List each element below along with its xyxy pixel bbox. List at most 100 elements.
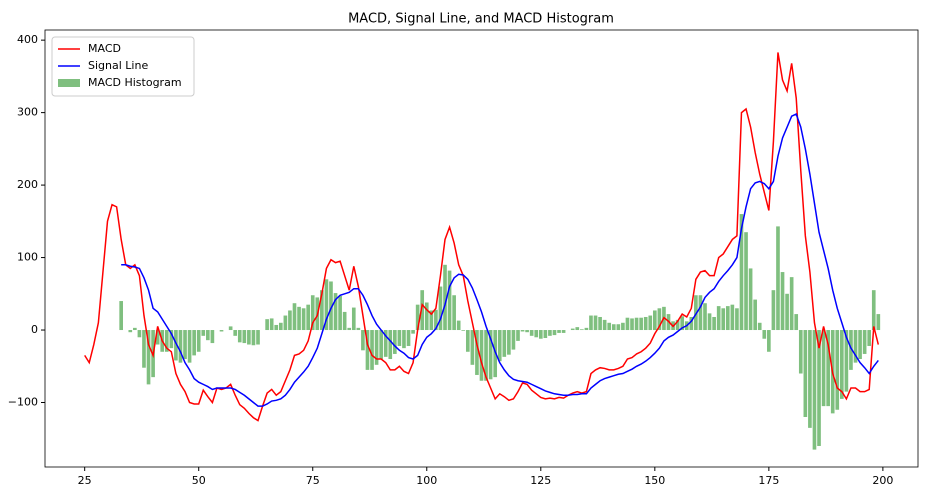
histogram-bar	[228, 326, 233, 331]
histogram-bar	[748, 268, 753, 331]
histogram-bar	[269, 318, 274, 331]
histogram-bar	[201, 330, 206, 336]
histogram-bar	[174, 330, 178, 361]
histogram-bar	[844, 330, 849, 392]
histogram-bar	[178, 330, 183, 363]
histogram-bar	[443, 264, 447, 331]
x-tick-label: 25	[78, 474, 92, 487]
histogram-bar	[434, 309, 438, 331]
line	[121, 113, 879, 407]
histogram-bar	[196, 330, 201, 352]
histogram-bar	[333, 293, 338, 331]
histogram-bar	[233, 330, 238, 336]
histogram-bar	[607, 322, 612, 331]
histogram-bar	[767, 330, 771, 352]
histogram-bar	[155, 330, 160, 345]
histogram-bar	[383, 330, 388, 357]
histogram-bar	[370, 330, 374, 370]
histogram-bar	[570, 328, 575, 331]
histogram-bar	[192, 330, 196, 356]
histogram-bar	[210, 330, 215, 344]
x-tick-label: 75	[306, 474, 320, 487]
histogram-bar	[283, 315, 288, 331]
chart-title: MACD, Signal Line, and MACD Histogram	[348, 12, 614, 27]
histogram-bar	[415, 304, 420, 331]
histogram-bar	[461, 330, 466, 331]
histogram-bar	[798, 330, 803, 374]
histogram-bar	[420, 290, 425, 331]
histogram-bar	[762, 330, 767, 339]
histogram-bar	[776, 226, 780, 331]
histogram-bar	[251, 330, 256, 346]
histogram-bar	[133, 327, 137, 331]
histogram-bar	[639, 317, 643, 331]
histogram-bar	[589, 315, 593, 331]
histogram-bar	[652, 310, 657, 331]
y-tick-label: 200	[17, 178, 38, 191]
histogram-bar	[561, 330, 566, 333]
histogram-bar	[320, 290, 324, 331]
histogram-bar	[429, 310, 434, 331]
histogram-bar	[712, 316, 716, 331]
histogram-bar	[456, 320, 461, 331]
histogram-bar	[689, 316, 694, 331]
histogram-bar	[694, 295, 698, 331]
histogram-bar	[393, 330, 397, 354]
histogram-bar	[853, 330, 858, 363]
histogram-bar	[548, 330, 552, 336]
histogram-bar	[584, 327, 589, 331]
histogram-bar	[242, 330, 247, 344]
histogram-bar	[470, 330, 475, 365]
y-tick-label: 0	[31, 323, 38, 336]
histogram-bar	[840, 330, 844, 399]
histogram-bar	[297, 306, 301, 331]
histogram-bar	[484, 330, 488, 381]
histogram-bar	[707, 313, 712, 331]
histogram-bar	[516, 330, 520, 341]
histogram-bar	[388, 330, 393, 360]
histogram-bar	[206, 330, 210, 341]
histogram-bar	[183, 330, 187, 360]
histogram-bar	[675, 319, 680, 331]
histogram-bar	[507, 330, 511, 355]
histogram-bar	[808, 330, 812, 428]
histogram-bar	[862, 330, 867, 354]
legend-label: MACD	[88, 42, 121, 55]
histogram-bar	[520, 330, 525, 332]
histogram-bar	[424, 302, 429, 331]
histogram-bar	[288, 310, 292, 331]
histogram-bar	[703, 303, 707, 331]
histogram-bar	[338, 295, 342, 331]
histogram-bar	[858, 330, 862, 360]
histogram-bar	[538, 330, 543, 339]
x-tick-label: 200	[872, 474, 893, 487]
histogram-bar	[347, 327, 352, 331]
histogram-bar	[730, 304, 735, 331]
legend-label: MACD Histogram	[88, 76, 182, 89]
histogram-bar	[511, 330, 516, 350]
histogram-bar	[648, 315, 653, 331]
histogram-bar	[821, 330, 826, 407]
histogram-bar	[534, 330, 539, 338]
histogram-bar	[657, 308, 662, 331]
histogram-bar	[402, 330, 406, 349]
histogram-bar	[593, 315, 598, 331]
histogram-bar	[739, 214, 744, 331]
histogram-bar	[164, 330, 169, 352]
histogram-bar	[552, 330, 557, 336]
histogram-bar	[497, 330, 502, 362]
histogram-bar	[803, 330, 808, 417]
x-tick-label: 125	[530, 474, 551, 487]
y-tick-label: 100	[17, 251, 38, 264]
histogram-bar	[643, 316, 648, 331]
histogram-bar	[447, 270, 452, 331]
histogram-bar	[365, 330, 370, 370]
histogram-bar	[306, 304, 311, 331]
histogram-bar	[721, 308, 726, 331]
histogram-bar	[265, 319, 269, 331]
histogram-bar	[575, 327, 580, 331]
histogram-bar	[698, 295, 703, 331]
histogram-bar	[876, 314, 881, 331]
histogram-bar	[871, 290, 876, 331]
histogram-bar	[342, 311, 347, 331]
